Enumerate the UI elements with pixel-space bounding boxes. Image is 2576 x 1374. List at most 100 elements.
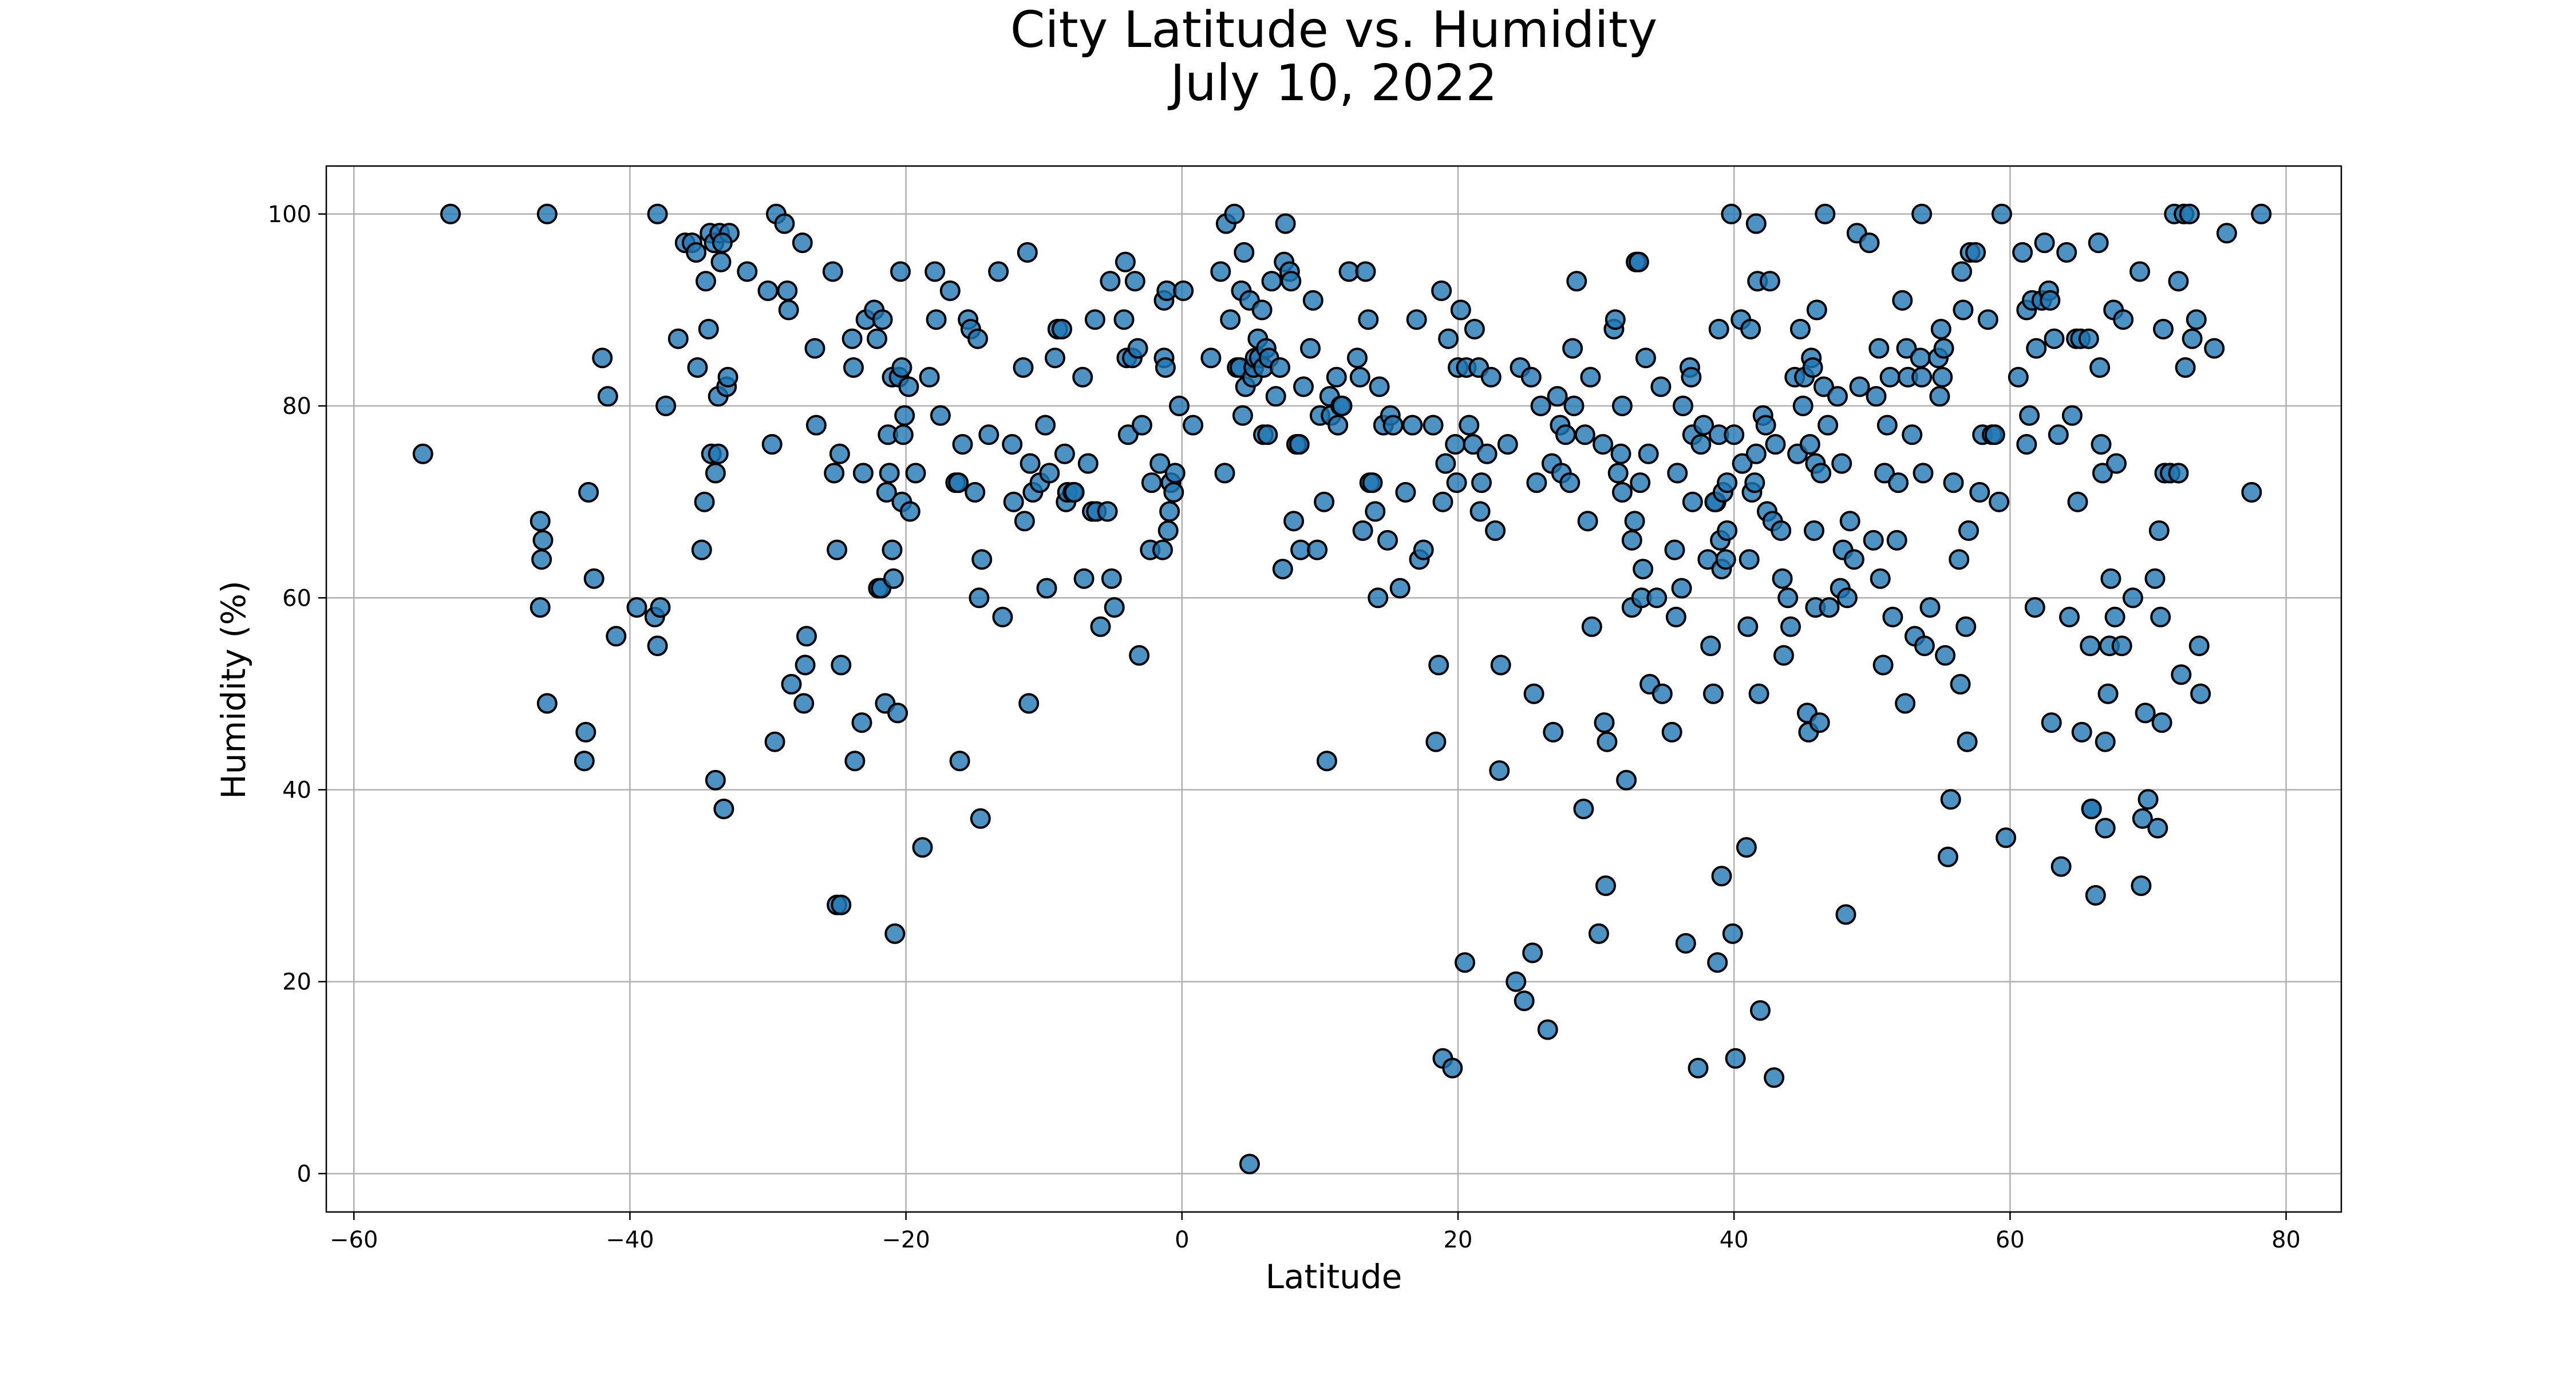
data-point [1124, 271, 1145, 292]
data-point [2095, 731, 2116, 752]
data-point [1002, 434, 1023, 455]
data-point [1932, 366, 1953, 388]
data-point [1352, 520, 1373, 541]
data-point [1270, 357, 1290, 378]
data-point [793, 693, 815, 714]
data-point [1933, 338, 1954, 359]
data-point [1593, 434, 1614, 455]
data-point [1919, 597, 1941, 618]
data-point [647, 635, 668, 657]
data-point [531, 549, 552, 570]
data-point [1958, 520, 1979, 541]
data-point [532, 530, 554, 551]
data-point [694, 491, 715, 512]
data-point [1347, 348, 1368, 369]
data-point [2071, 721, 2092, 743]
data-point [1283, 511, 1305, 532]
data-point [592, 348, 613, 369]
data-point [905, 463, 926, 484]
data-point [1489, 760, 1510, 781]
data-point [691, 539, 712, 560]
data-point [1368, 587, 1389, 609]
data-point [647, 203, 668, 224]
grid-lines [326, 166, 2341, 1212]
data-point [1265, 386, 1286, 407]
data-point [1991, 203, 2012, 224]
data-point [1537, 1019, 1558, 1040]
data-point [696, 271, 716, 292]
data-point [2190, 683, 2211, 704]
data-point [2059, 606, 2080, 627]
data-point [1955, 616, 1977, 637]
data-point [970, 808, 991, 829]
data-point [1072, 366, 1093, 388]
data-point [1349, 366, 1370, 388]
data-point [1732, 453, 1753, 474]
data-point [1450, 299, 1471, 321]
data-point [1996, 827, 2017, 848]
data-point [2050, 856, 2072, 877]
data-point [1802, 357, 1823, 378]
data-point [1605, 309, 1626, 330]
data-point [1661, 721, 1682, 743]
data-point [2129, 261, 2150, 282]
data-point [764, 731, 785, 752]
data-point [530, 597, 551, 618]
data-point [1141, 472, 1162, 493]
data-point [1406, 309, 1427, 330]
data-point [1131, 414, 1152, 436]
data-point [2111, 635, 2132, 657]
data-point [1607, 463, 1629, 484]
data-point [1104, 597, 1125, 618]
data-point [2008, 366, 2029, 388]
data-point [1764, 1067, 1785, 1088]
data-point [1737, 616, 1759, 637]
data-point [2056, 242, 2077, 263]
data-point [891, 357, 912, 378]
data-point [1169, 396, 1190, 416]
data-point [1806, 299, 1827, 321]
data-point [1164, 463, 1186, 484]
y-tick-label: 20 [282, 969, 311, 996]
data-point [965, 481, 986, 503]
data-point [717, 366, 738, 388]
x-tick-label: 80 [2271, 1227, 2301, 1253]
data-point [2095, 818, 2116, 839]
data-point [1969, 481, 1990, 503]
data-point [1152, 539, 1173, 560]
data-point [1358, 309, 1379, 330]
data-point [1819, 597, 1840, 618]
data-point [1389, 578, 1411, 599]
data-point [1836, 587, 1858, 609]
data-point [1989, 491, 2010, 512]
data-point [1446, 472, 1467, 493]
data-point [2122, 587, 2143, 609]
data-point [686, 242, 707, 263]
data-point [1943, 472, 1964, 493]
data-point [1750, 1000, 1771, 1021]
data-point [2067, 491, 2088, 512]
data-point [1957, 731, 1978, 752]
data-point [930, 405, 951, 426]
data-point [1681, 366, 1702, 388]
data-point [1630, 472, 1651, 493]
data-point [952, 434, 973, 455]
data-point [1711, 866, 1732, 887]
data-point [1892, 290, 1913, 311]
data-point [1355, 261, 1376, 282]
data-point [774, 213, 795, 234]
data-point [2092, 463, 2113, 484]
data-point [1650, 376, 1672, 397]
data-point [1239, 1154, 1260, 1175]
data-point [1035, 414, 1056, 436]
data-point [1646, 587, 1668, 609]
data-point [597, 386, 618, 407]
y-axis-label: Humidity (%) [214, 581, 253, 799]
data-point [2104, 606, 2125, 627]
data-point [1073, 568, 1095, 589]
data-point [757, 280, 779, 301]
data-point [1610, 443, 1631, 464]
data-point [1157, 520, 1179, 541]
data-point [1693, 414, 1714, 436]
chart-title: City Latitude vs. Humidity [1010, 1, 1658, 59]
